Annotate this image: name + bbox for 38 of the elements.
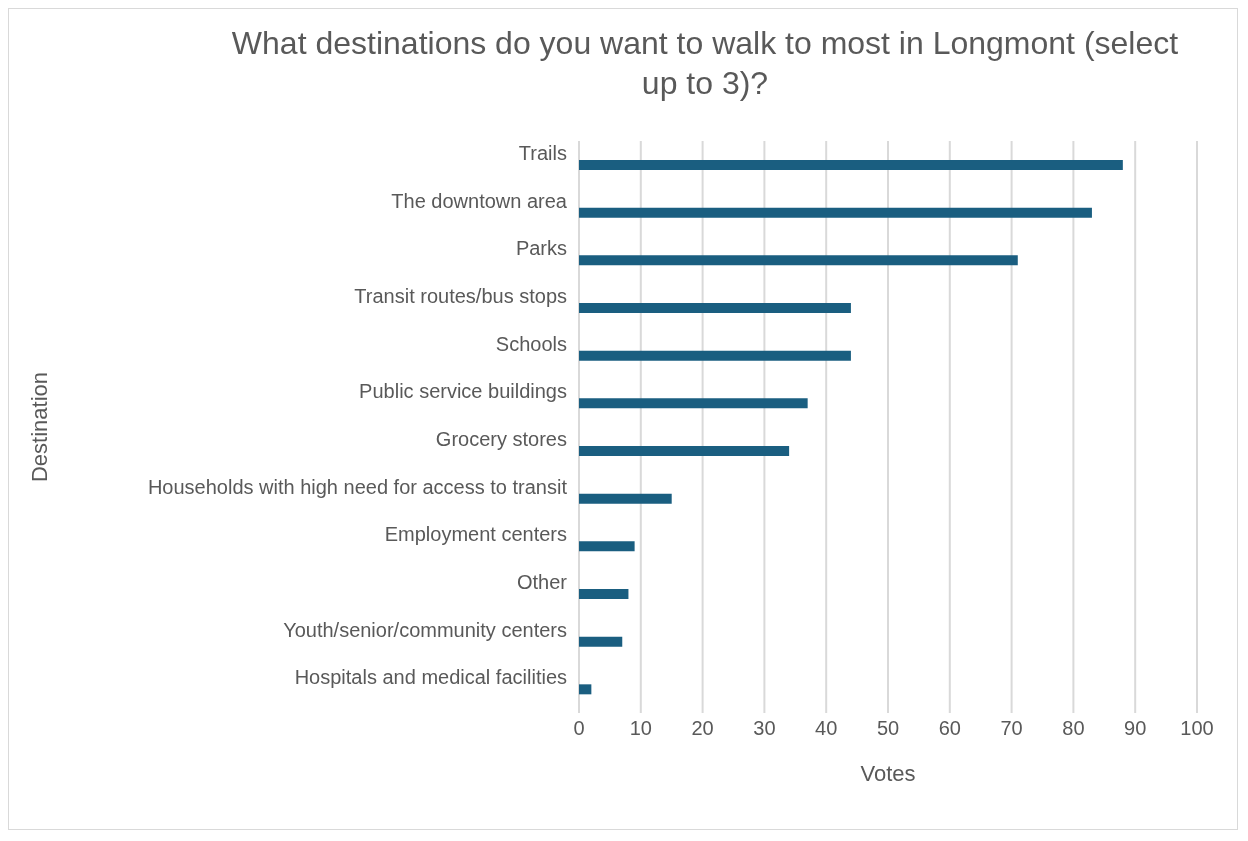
x-axis-title: Votes — [860, 761, 916, 786]
bar — [579, 636, 623, 647]
bar — [579, 493, 672, 504]
y-tick-label: Parks — [515, 237, 567, 260]
chart-title: What destinations do you want to walk to most in Longmont (select up to 3)? — [230, 24, 1180, 103]
bar — [579, 255, 1018, 266]
y-axis-title: Destination — [26, 371, 52, 483]
x-tick-label: 30 — [753, 717, 776, 740]
x-tick-label: 80 — [1062, 717, 1085, 740]
bar — [579, 350, 851, 361]
y-tick-label: Grocery stores — [435, 428, 567, 451]
bar — [579, 446, 790, 456]
bar — [579, 684, 592, 695]
y-tick-label: Schools — [495, 332, 567, 355]
y-tick-label: Public service buildings — [359, 380, 567, 403]
bar — [579, 160, 1123, 170]
bar — [579, 589, 629, 599]
y-tick-label: Employment centers — [384, 523, 567, 546]
y-tick-label: Hospitals and medical facilities — [294, 666, 567, 689]
x-tick-label: 90 — [1124, 717, 1147, 740]
x-tick-label: 100 — [1180, 717, 1214, 740]
x-tick-label: 10 — [629, 717, 652, 740]
bar — [579, 398, 808, 409]
bar — [579, 207, 1092, 218]
x-tick-label: 0 — [573, 717, 585, 740]
x-tick-label: 70 — [1000, 717, 1023, 740]
y-tick-label: Transit routes/bus stops — [354, 285, 567, 308]
x-tick-label: 50 — [876, 717, 900, 740]
x-tick-label: 60 — [938, 717, 961, 740]
y-tick-label: Households with high need for access to transit — [147, 475, 568, 498]
bar — [579, 541, 635, 552]
x-tick-label: 20 — [691, 717, 714, 740]
y-tick-label: Youth/senior/community centers — [283, 618, 567, 641]
y-tick-label: Trails — [518, 142, 567, 165]
bar — [579, 303, 851, 313]
y-tick-label: Other — [516, 571, 568, 594]
y-tick-label: The downtown area — [391, 189, 568, 212]
x-tick-label: 40 — [815, 717, 838, 740]
